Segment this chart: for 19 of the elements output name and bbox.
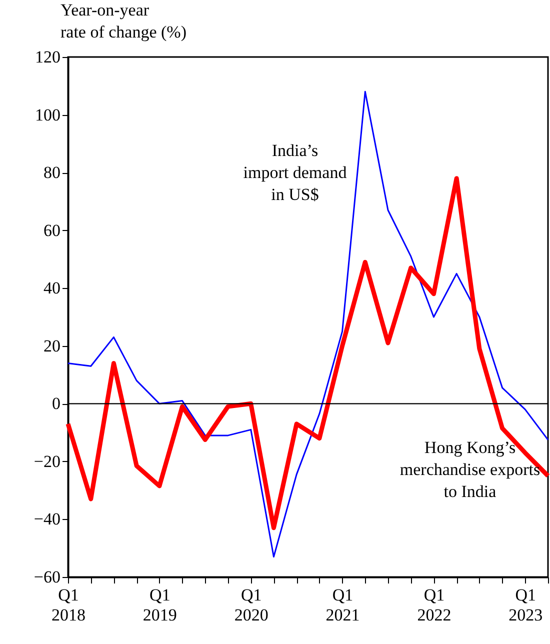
y-tick-label: 80	[44, 163, 60, 182]
y-tick-label: 40	[44, 278, 60, 298]
y-tick-label: 60	[44, 220, 60, 240]
y-tick-label: 0	[52, 394, 60, 414]
series-label: Hong Kong’s merchandise exports to India	[400, 438, 540, 501]
x-tick-label: Q1 2020	[234, 586, 268, 624]
x-tick-label: Q1 2022	[417, 586, 452, 624]
series-label: India’s import demand in US$	[243, 141, 348, 204]
y-tick-label: 20	[44, 336, 60, 356]
y-tick-label: −60	[34, 568, 60, 586]
x-tick-label: Q1 2023	[508, 586, 543, 624]
x-tick-label: Q1 2019	[142, 586, 177, 624]
y-axis-title: Year-on-year rate of change (%)	[60, 0, 187, 42]
y-tick-label: 120	[35, 48, 60, 66]
y-tick-label: −20	[34, 452, 60, 471]
x-tick-label: Q1 2021	[326, 586, 360, 624]
y-tick-label: 100	[35, 105, 60, 124]
x-tick-label: Q1 2018	[52, 586, 86, 624]
y-tick-label: −40	[34, 510, 60, 529]
